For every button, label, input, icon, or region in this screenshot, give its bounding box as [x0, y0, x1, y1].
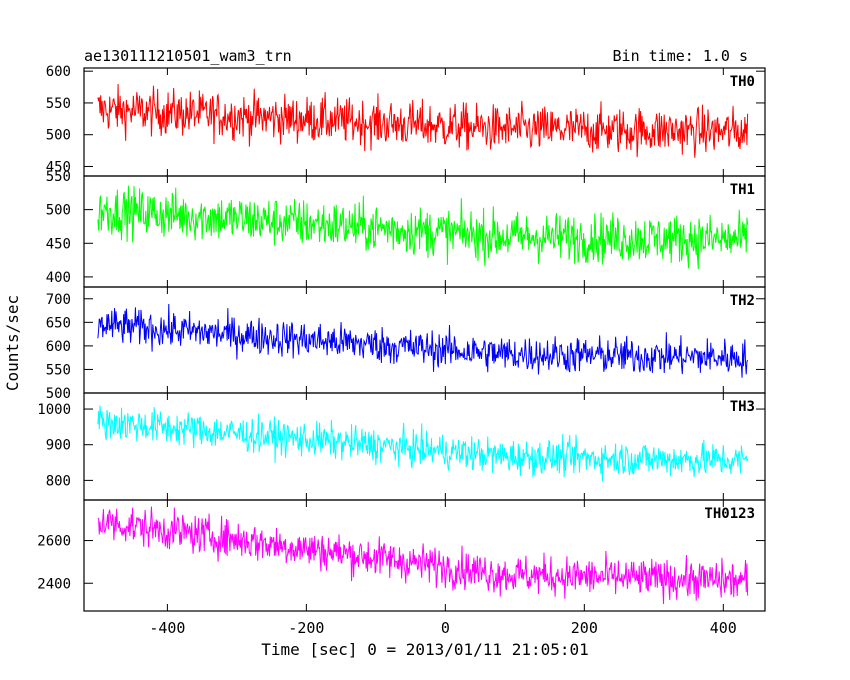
- chart-title: ae130111210501_wam3_trn: [84, 47, 292, 65]
- panel-frame: [83, 392, 766, 501]
- y-tick-label: 550: [46, 96, 71, 112]
- panel-name-label: TH3: [730, 399, 755, 415]
- panels-group: 450 500 550 600 TH0 400 450 500 550 TH1 500 550 600 6…: [37, 64, 766, 612]
- x-tick-label: -200: [288, 619, 324, 637]
- y-axis-label: Counts/sec: [3, 295, 22, 391]
- y-tick-label: 500: [46, 386, 71, 402]
- y-tick-label: 1000: [37, 402, 71, 418]
- panel-name-label: TH1: [730, 182, 755, 198]
- panel-th0: 450 500 550 600 TH0: [46, 64, 766, 177]
- series-line-th3: [97, 405, 749, 482]
- panel-frame: [83, 67, 766, 177]
- y-tick-label: 500: [46, 128, 71, 144]
- panel-th2: 500 550 600 650 700 TH2: [46, 286, 766, 402]
- panel-frame: [83, 499, 766, 612]
- y-tick-label: 700: [46, 292, 71, 308]
- panel-th3: 800 900 1000 TH3: [37, 392, 766, 501]
- y-tick-label: 800: [46, 473, 71, 489]
- panel-name-label: TH0: [730, 74, 755, 90]
- x-tick-label: -400: [149, 619, 185, 637]
- series-line-th0123: [97, 506, 749, 604]
- y-tick-label: 550: [46, 362, 71, 378]
- panel-frame: [83, 286, 766, 394]
- x-tick-label: 400: [710, 619, 737, 637]
- y-tick-label: 400: [46, 270, 71, 286]
- panel-th1: 400 450 500 550 TH1: [46, 169, 766, 288]
- y-tick-label: 450: [46, 159, 71, 175]
- y-tick-label: 450: [46, 236, 71, 252]
- series-line-th2: [97, 303, 749, 378]
- y-tick-label: 500: [46, 203, 71, 219]
- panel-th0123: 2400 2600 TH0123: [37, 499, 766, 612]
- y-tick-label: 2600: [37, 534, 71, 550]
- y-tick-label: 2400: [37, 576, 71, 592]
- y-tick-label: 650: [46, 315, 71, 331]
- y-tick-label: 600: [46, 64, 71, 80]
- y-tick-label: 550: [46, 169, 71, 185]
- x-axis: -400 -200 0 200 400: [149, 619, 737, 637]
- x-tick-label: 0: [441, 619, 450, 637]
- panel-name-label: TH2: [730, 293, 755, 309]
- bin-time-label: Bin time: 1.0 s: [613, 47, 748, 65]
- y-tick-label: 600: [46, 339, 71, 355]
- y-tick-label: 900: [46, 438, 71, 454]
- panel-name-label: TH0123: [704, 506, 755, 522]
- x-tick-label: 200: [571, 619, 598, 637]
- x-axis-label: Time [sec] 0 = 2013/01/11 21:05:01: [261, 640, 589, 659]
- series-line-th0: [97, 83, 749, 158]
- series-line-th1: [97, 185, 749, 270]
